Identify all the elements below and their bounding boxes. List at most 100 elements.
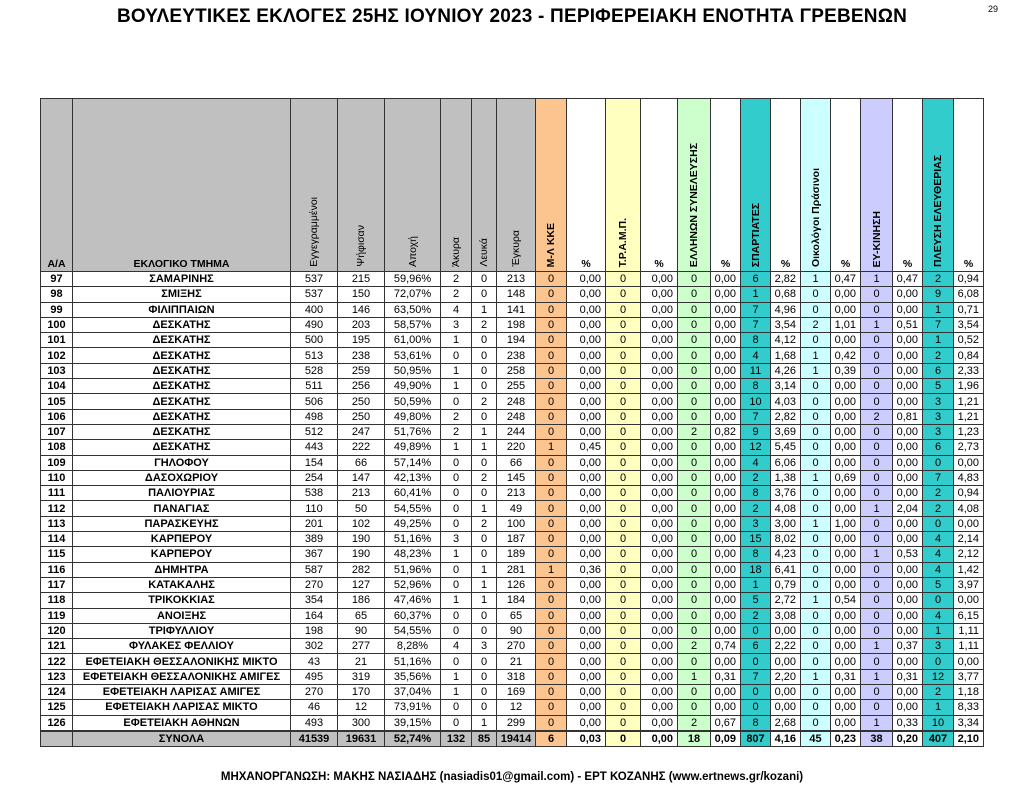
cell-ey-kinisi: 0 <box>860 286 893 303</box>
cell-polling-station: ΔΕΣΚΑΤΗΣ <box>72 393 291 410</box>
cell-invalid: 1 <box>440 439 472 456</box>
cell-ml-kke-pct: 0,45 <box>566 439 606 456</box>
cell-ey-kinisi-pct: 0,47 <box>892 270 923 288</box>
table-row: 116 ΔΗΜΗΤΡΑ 587 282 51,96% 0 1 281 1 0,36 0 0,00 0 0,… <box>40 561 984 578</box>
cell-spartiates: 2 <box>740 607 771 624</box>
cell-aa: 106 <box>40 408 73 425</box>
cell-abstention: 49,25% <box>384 515 441 533</box>
cell-polling-station: ΔΕΣΚΑΤΗΣ <box>72 316 291 334</box>
cell-valid: 12 <box>496 699 536 716</box>
cell-oikologoi-prasinoi: 0 <box>800 485 831 502</box>
header-plefsi-eleftherias-pct: % <box>953 98 984 272</box>
cell-tramp: 0 <box>605 638 641 655</box>
table-row: 101 ΔΕΣΚΑΤΗΣ 500 195 61,00% 1 0 194 0 0,00 0 0,00 0 0… <box>40 332 984 349</box>
cell-aa: 110 <box>40 469 73 487</box>
cell-ellinon-synelefsis: 0 <box>677 347 711 364</box>
cell-tramp: 0 <box>605 286 641 303</box>
cell-spartiates: 8 <box>740 485 771 502</box>
cell-valid: 318 <box>496 668 536 686</box>
cell-plefsi-eleftherias-pct: 2,14 <box>953 531 984 548</box>
cell-polling-station: ΣΜΙΞΗΣ <box>72 286 291 303</box>
cell-abstention: 49,89% <box>384 439 441 456</box>
cell-aa: 101 <box>40 332 73 349</box>
cell-ey-kinisi-pct: 0,00 <box>892 576 923 594</box>
cell-registered: 46 <box>290 699 338 716</box>
cell-voted: 19631 <box>337 729 385 748</box>
header-label: Λευκά <box>478 238 490 267</box>
cell-oikologoi-prasinoi: 0 <box>800 576 831 594</box>
cell-invalid: 0 <box>440 347 472 364</box>
cell-ey-kinisi-pct: 0,00 <box>892 378 923 395</box>
cell-ml-kke-pct: 0,00 <box>566 332 606 349</box>
cell-aa: 98 <box>40 286 73 303</box>
cell-spartiates-pct: 6,41 <box>770 561 801 578</box>
cell-tramp-pct: 0,00 <box>640 714 678 732</box>
cell-tramp-pct: 0,00 <box>640 316 678 334</box>
cell-tramp-pct: 0,00 <box>640 270 678 288</box>
cell-tramp: 0 <box>605 714 641 732</box>
cell-oikologoi-prasinoi: 0 <box>800 561 831 578</box>
cell-tramp-pct: 0,00 <box>640 638 678 655</box>
cell-tramp-pct: 0,00 <box>640 332 678 349</box>
header-label: % <box>720 258 731 270</box>
cell-voted: 21 <box>337 653 385 670</box>
cell-registered: 198 <box>290 622 338 640</box>
cell-ml-kke-pct: 0,00 <box>566 576 606 594</box>
cell-blank: 1 <box>471 423 497 441</box>
cell-ml-kke: 0 <box>535 622 567 640</box>
cell-ey-kinisi: 0 <box>860 653 893 670</box>
cell-blank: 0 <box>471 378 497 395</box>
cell-voted: 190 <box>337 531 385 548</box>
cell-ellinon-synelefsis: 0 <box>677 393 711 410</box>
cell-invalid: 132 <box>440 729 472 748</box>
cell-ellinon-synelefsis: 0 <box>677 485 711 502</box>
cell-tramp: 0 <box>605 301 641 318</box>
cell-invalid: 3 <box>440 316 472 334</box>
cell-ellinon-synelefsis: 0 <box>677 454 711 471</box>
cell-ey-kinisi-pct: 0,31 <box>892 668 923 686</box>
cell-ellinon-synelefsis: 0 <box>677 362 711 380</box>
header-label: Αποχή <box>406 235 419 267</box>
cell-spartiates-pct: 3,76 <box>770 485 801 502</box>
cell-invalid: 0 <box>440 485 472 502</box>
footer-credits: ΜΗΧΑΝΟΡΓΑΝΩΣΗ: ΜΑΚΗΣ ΝΑΣΙΑΔΗΣ (nasiadis0… <box>220 771 804 783</box>
cell-abstention: 59,96% <box>384 270 441 288</box>
cell-registered: 587 <box>290 561 338 578</box>
header-label: Α/Α <box>47 258 66 270</box>
cell-blank: 1 <box>471 714 497 732</box>
cell-spartiates-pct: 0,79 <box>770 576 801 594</box>
cell-plefsi-eleftherias-pct: 1,23 <box>953 423 984 441</box>
cell-aa: 122 <box>40 653 73 670</box>
cell-oikologoi-prasinoi: 0 <box>800 607 831 624</box>
table-row: 106 ΔΕΣΚΑΤΗΣ 498 250 49,80% 2 0 248 0 0,00 0 0,00 0 0… <box>40 408 984 425</box>
cell-spartiates-pct: 0,68 <box>770 286 801 303</box>
cell-polling-station: ΕΦΕΤΕΙΑΚΗ ΑΘΗΝΩΝ <box>72 714 291 732</box>
cell-tramp-pct: 0,00 <box>640 485 678 502</box>
cell-plefsi-eleftherias-pct: 0,94 <box>953 485 984 502</box>
cell-valid: 189 <box>496 546 536 563</box>
cell-aa: 124 <box>40 684 73 701</box>
cell-polling-station: ΕΦΕΤΕΙΑΚΗ ΛΑΡΙΣΑΣ ΑΜΙΓΕΣ <box>72 684 291 701</box>
cell-abstention: 42,13% <box>384 469 441 487</box>
cell-aa: 103 <box>40 362 73 380</box>
cell-oikologoi-prasinoi-pct: 1,01 <box>830 316 861 334</box>
cell-spartiates: 10 <box>740 393 771 410</box>
cell-abstention: 49,90% <box>384 378 441 395</box>
cell-polling-station: ΔΕΣΚΑΤΗΣ <box>72 423 291 441</box>
cell-plefsi-eleftherias: 2 <box>922 485 954 502</box>
cell-valid: 90 <box>496 622 536 640</box>
cell-valid: 141 <box>496 301 536 318</box>
cell-plefsi-eleftherias: 4 <box>922 561 954 578</box>
cell-oikologoi-prasinoi: 1 <box>800 515 831 533</box>
cell-plefsi-eleftherias: 5 <box>922 576 954 594</box>
header-valid: Έγκυρα <box>496 98 536 272</box>
cell-ey-kinisi: 0 <box>860 301 893 318</box>
cell-ellinon-synelefsis-pct: 0,67 <box>710 714 741 732</box>
cell-plefsi-eleftherias-pct: 4,08 <box>953 500 984 517</box>
cell-polling-station: ΕΦΕΤΕΙΑΚΗ ΘΕΣΣΑΛΟΝΙΚΗΣ ΜΙΚΤΟ <box>72 653 291 670</box>
cell-tramp-pct: 0,00 <box>640 607 678 624</box>
cell-registered: 493 <box>290 714 338 732</box>
cell-ml-kke: 0 <box>535 638 567 655</box>
cell-blank: 3 <box>471 638 497 655</box>
cell-ml-kke: 0 <box>535 592 567 609</box>
